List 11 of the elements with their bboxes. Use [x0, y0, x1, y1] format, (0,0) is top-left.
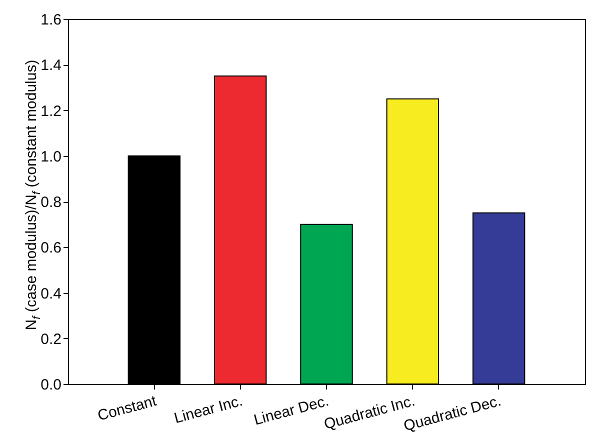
x-tick-label: Constant — [96, 392, 160, 424]
y-tick-label: 1.6 — [40, 12, 62, 28]
y-tick-label: 0.8 — [40, 194, 62, 211]
y-tick-label: 1.2 — [40, 102, 62, 120]
x-tick-label: Linear Inc. — [172, 392, 244, 428]
y-tick-label: 0.0 — [40, 376, 62, 394]
y-tick-label: 0.2 — [40, 330, 62, 348]
y-tick-label: 0.6 — [40, 240, 62, 257]
y-tick-label: 1.4 — [40, 57, 62, 74]
y-tick-label: 1.0 — [40, 148, 62, 166]
y-tick-label: 0.4 — [40, 285, 62, 302]
